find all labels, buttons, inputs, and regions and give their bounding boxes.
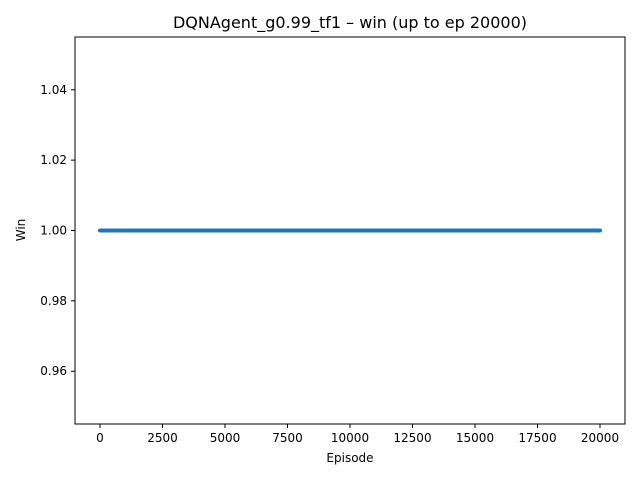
x-tick-label: 0 xyxy=(96,431,104,445)
chart-title: DQNAgent_g0.99_tf1 – win (up to ep 20000… xyxy=(173,13,527,33)
x-tick-label: 17500 xyxy=(518,431,556,445)
y-tick-label: 1.00 xyxy=(40,224,67,238)
y-tick-label: 1.04 xyxy=(40,83,67,97)
x-tick-label: 12500 xyxy=(393,431,431,445)
x-axis-label: Episode xyxy=(326,451,373,465)
x-tick-label: 2500 xyxy=(147,431,178,445)
y-tick-label: 1.02 xyxy=(40,153,67,167)
x-tick-label: 10000 xyxy=(331,431,369,445)
y-tick-label: 0.96 xyxy=(40,364,67,378)
y-tick-label: 0.98 xyxy=(40,294,67,308)
x-tick-label: 20000 xyxy=(581,431,619,445)
x-tick-label: 5000 xyxy=(210,431,241,445)
y-axis: 0.96 0.98 1.00 1.02 1.04 xyxy=(40,83,75,378)
x-axis: 0 2500 5000 7500 10000 12500 15000 17500 20000 xyxy=(96,424,619,445)
x-tick-label: 15000 xyxy=(456,431,494,445)
x-tick-label: 7500 xyxy=(272,431,303,445)
y-axis-label: Win xyxy=(14,219,28,242)
